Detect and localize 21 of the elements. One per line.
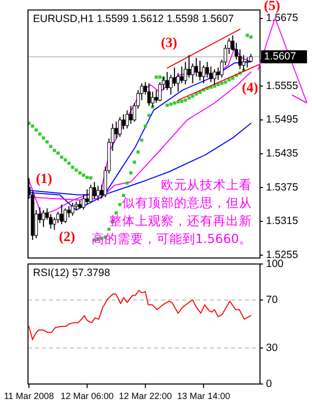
y-tick-label: 1.5675: [266, 12, 298, 24]
y-tick-label: 70: [266, 294, 278, 306]
y-tick-label: 1.5375: [266, 181, 298, 194]
ref-line-label: 1.5607: [264, 50, 296, 63]
annotation: (4): [242, 81, 258, 96]
y-tick-label: 1.5315: [266, 215, 298, 228]
y-tick-label: 30: [266, 342, 278, 354]
y-tick-label: 0: [266, 378, 272, 390]
x-tick-label: 11 Mar 2008: [4, 391, 54, 401]
annotation: (1): [36, 172, 52, 188]
annotation: (2): [58, 230, 76, 246]
chart-title: EURUSD,H1 1.5599 1.5612 1.5598 1.5607: [33, 13, 234, 25]
text: (5): [264, 0, 280, 14]
x-tick-label: 12 Mar 06:00: [60, 391, 114, 401]
chart-title: RSI(12) 57.3798: [33, 267, 110, 279]
x-tick-label: 12 Mar 22:00: [118, 391, 172, 401]
y-tick-label: 1.5555: [266, 80, 298, 92]
y-tick-label: 1.5495: [266, 114, 298, 126]
x-tick-label: 13 Mar 14:00: [177, 391, 230, 401]
annotation: (3): [160, 36, 178, 52]
y-tick-label: 1.5435: [266, 148, 298, 160]
